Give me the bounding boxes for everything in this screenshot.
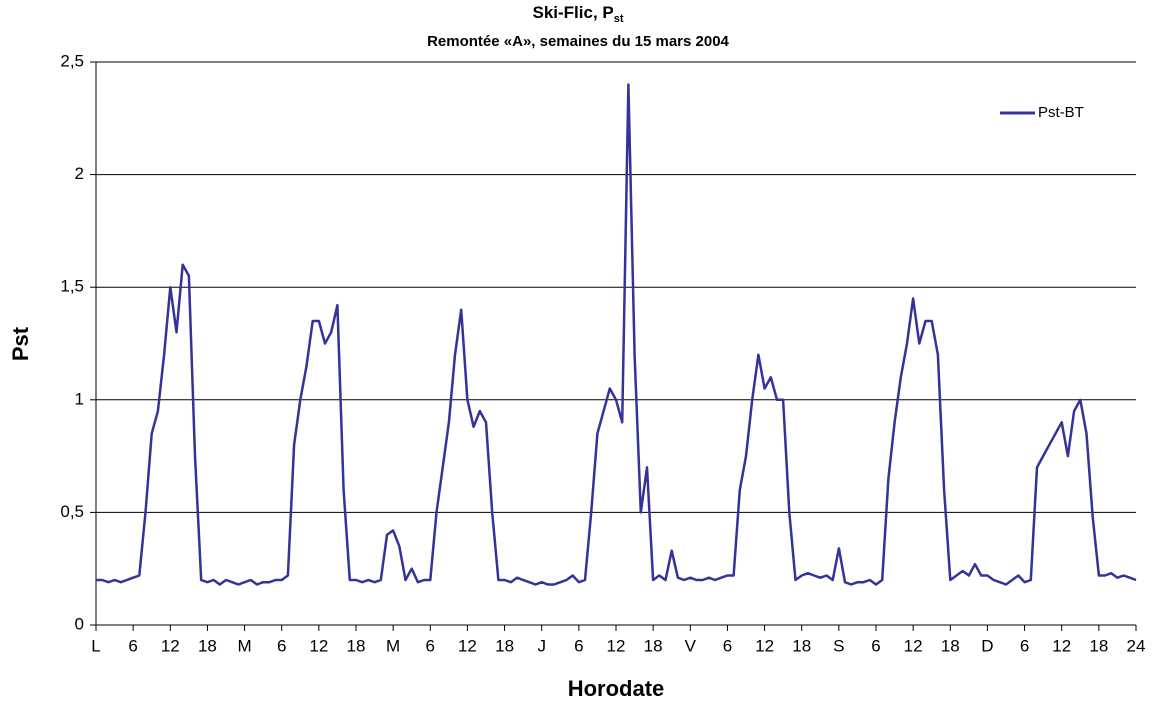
x-tick-label: 6 bbox=[277, 636, 286, 655]
y-tick-label: 2,5 bbox=[60, 51, 84, 70]
chart-title: Ski-Flic, Pst bbox=[532, 3, 623, 24]
y-tick-label: 1,5 bbox=[60, 277, 84, 296]
x-tick-label: 18 bbox=[941, 636, 960, 655]
x-tick-label: 6 bbox=[1020, 636, 1029, 655]
x-tick-label: 12 bbox=[161, 636, 180, 655]
x-tick-label: L bbox=[91, 636, 100, 655]
x-tick-label: 12 bbox=[607, 636, 626, 655]
x-tick-label: 18 bbox=[1089, 636, 1108, 655]
x-tick-label: J bbox=[537, 636, 546, 655]
legend-label: Pst-BT bbox=[1038, 104, 1084, 121]
x-tick-label: 18 bbox=[644, 636, 663, 655]
x-tick-label: 24 bbox=[1127, 636, 1146, 655]
data-line bbox=[96, 83, 1137, 586]
x-tick-label: D bbox=[981, 636, 993, 655]
x-tick-label: 6 bbox=[574, 636, 583, 655]
y-tick-label: 2 bbox=[75, 164, 84, 183]
x-tick-label: S bbox=[833, 636, 844, 655]
x-tick-label: 12 bbox=[1052, 636, 1071, 655]
x-tick-label: 12 bbox=[755, 636, 774, 655]
x-axis-label: Horodate bbox=[568, 676, 665, 701]
y-axis-label: Pst bbox=[8, 326, 33, 361]
x-tick-label: 12 bbox=[904, 636, 923, 655]
x-tick-label: 18 bbox=[792, 636, 811, 655]
y-tick-label: 1 bbox=[75, 389, 84, 408]
y-tick-label: 0,5 bbox=[60, 502, 84, 521]
x-tick-label: 6 bbox=[128, 636, 137, 655]
x-tick-label: 18 bbox=[495, 636, 514, 655]
x-tick-label: 12 bbox=[458, 636, 477, 655]
x-tick-label: 12 bbox=[309, 636, 328, 655]
x-tick-label: V bbox=[685, 636, 697, 655]
x-tick-label: 18 bbox=[198, 636, 217, 655]
x-tick-label: 6 bbox=[871, 636, 880, 655]
title-main: Ski-Flic, P bbox=[532, 3, 613, 22]
x-tick-label: 18 bbox=[347, 636, 366, 655]
title-subscript: st bbox=[614, 13, 624, 25]
x-tick-label: M bbox=[237, 636, 251, 655]
chart-subtitle: Remontée «A», semaines du 15 mars 2004 bbox=[427, 33, 729, 50]
x-tick-label: M bbox=[386, 636, 400, 655]
y-tick-label: 0 bbox=[75, 614, 84, 633]
x-tick-label: 6 bbox=[723, 636, 732, 655]
x-tick-label: 6 bbox=[426, 636, 435, 655]
